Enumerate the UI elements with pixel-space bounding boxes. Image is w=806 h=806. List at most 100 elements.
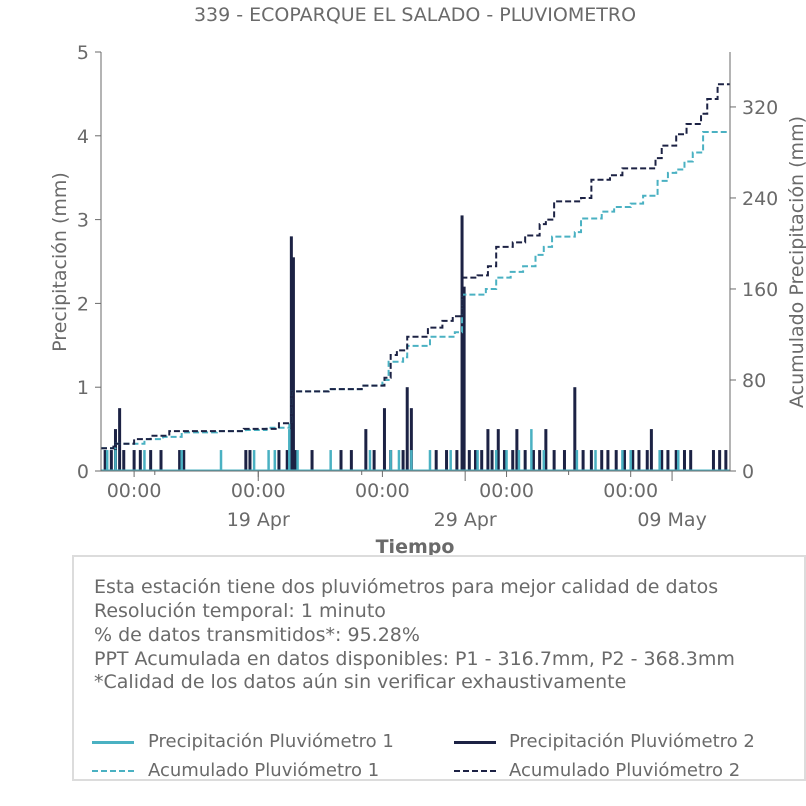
bar-mark (682, 450, 686, 471)
legend-label-precip-2: Precipitación Pluviómetro 2 (509, 731, 755, 752)
bar-mark (631, 450, 635, 471)
bar-mark (637, 450, 641, 471)
bar-mark (455, 450, 459, 471)
info-line-accumulated: PPT Acumulada en datos disponibles: P1 -… (94, 648, 735, 670)
bar-mark (252, 450, 256, 471)
bar-mark (552, 450, 556, 471)
bar-mark (159, 450, 163, 471)
bar-mark (621, 450, 624, 471)
bar-mark (674, 450, 678, 471)
bar-mark (310, 450, 314, 471)
bar-mark (103, 450, 107, 471)
bar-mark (523, 450, 527, 471)
legend-swatch-accum-2 (454, 770, 496, 772)
y2-axis-label: Acumulado Precipitación (mm) (786, 116, 806, 408)
bar-mark (109, 450, 113, 471)
bar-mark (149, 450, 153, 471)
x-date-label: 29 Apr (434, 509, 497, 531)
x-tick-label: 00:00 (355, 480, 410, 502)
x-date-label: 19 Apr (227, 509, 290, 531)
y2-tick-label: 0 (742, 461, 754, 483)
bar-mark (606, 450, 610, 471)
bar-mark (476, 450, 479, 471)
bar-mark (666, 450, 670, 471)
legend-label-precip-1: Precipitación Pluviómetro 1 (148, 731, 394, 752)
bar-mark (467, 450, 471, 471)
legend-swatch-precip-1 (92, 741, 134, 744)
cumulative-line (101, 83, 730, 450)
bar-mark (293, 450, 297, 471)
bar-mark (645, 450, 649, 471)
bar-mark (182, 450, 186, 471)
y-tick-label: 4 (77, 126, 89, 148)
x-tick-label: 00:00 (603, 480, 658, 502)
y-tick-label: 3 (77, 210, 89, 232)
bar-mark (405, 387, 409, 471)
bar-mark (349, 450, 353, 471)
bar-mark (581, 450, 585, 471)
bar-mark (629, 450, 632, 471)
y-tick-label: 2 (77, 293, 89, 315)
legend-label-accum-2: Acumulado Pluviómetro 2 (509, 760, 741, 781)
bar-mark (594, 450, 597, 471)
bar-mark (689, 450, 693, 471)
bar-mark (474, 450, 477, 471)
bar-mark (531, 450, 535, 471)
info-line-stations: Esta estación tiene dos pluviómetros par… (94, 576, 719, 598)
bar-mark (724, 450, 728, 471)
bar-mark (372, 450, 376, 471)
bar-mark (486, 429, 490, 471)
bar-mark (288, 429, 291, 471)
bar-mark (410, 450, 413, 471)
bar-mark (658, 450, 661, 471)
precipitation-chart: 339 - ECOPARQUE EL SALADO - PLUVIOMETRO … (49, 4, 806, 558)
chart-title: 339 - ECOPARQUE EL SALADO - PLUVIOMETRO (194, 4, 636, 26)
bar-mark (285, 450, 289, 471)
bar-mark (267, 450, 270, 471)
bar-mark (573, 387, 577, 471)
bar-mark (289, 236, 293, 471)
bar-mark (494, 450, 498, 471)
y2-tick-label: 160 (742, 279, 778, 301)
bar-mark (480, 450, 484, 471)
legend-swatch-precip-2 (454, 741, 496, 744)
bar-mark (389, 450, 392, 471)
legend-label-accum-1: Acumulado Pluviómetro 1 (148, 760, 380, 781)
bar-mark (502, 450, 506, 471)
bar-mark (178, 450, 182, 471)
bar-mark (244, 450, 248, 471)
bar-mark (118, 408, 122, 471)
bar-mark (401, 450, 405, 471)
x-axis-label: Tiempo (376, 536, 455, 558)
y2-tick-label: 320 (742, 97, 778, 119)
bar-mark (589, 450, 593, 471)
y-tick-label: 1 (77, 377, 89, 399)
bar-mark (397, 450, 401, 471)
bar-mark (364, 429, 368, 471)
bar-mark (515, 429, 519, 471)
bar-mark (711, 450, 715, 471)
bar-mark (277, 450, 281, 471)
bar-mark (248, 450, 252, 471)
bar-mark (409, 408, 413, 471)
info-legend-box: Esta estación tiene dos pluviómetros par… (72, 555, 806, 781)
bar-mark (517, 450, 521, 471)
bar-mark (122, 450, 126, 471)
bar-mark (339, 450, 343, 471)
bar-mark (382, 408, 386, 471)
x-tick-label: 00:00 (231, 480, 286, 502)
bar-mark (180, 450, 183, 471)
bar-mark (505, 450, 508, 471)
bar-mark (138, 450, 142, 471)
bar-mark (462, 286, 466, 471)
bar-mark (329, 450, 332, 471)
bar-mark (677, 450, 680, 471)
bar-mark (600, 450, 604, 471)
bar-mark (614, 450, 618, 471)
bar-mark (575, 450, 579, 471)
bar-mark (143, 450, 146, 471)
y-tick-label: 5 (77, 42, 89, 64)
bar-mark (219, 450, 223, 471)
x-tick-label: 00:00 (479, 480, 534, 502)
info-line-transmitted: % de datos transmitidos*: 95.28% (94, 624, 420, 646)
